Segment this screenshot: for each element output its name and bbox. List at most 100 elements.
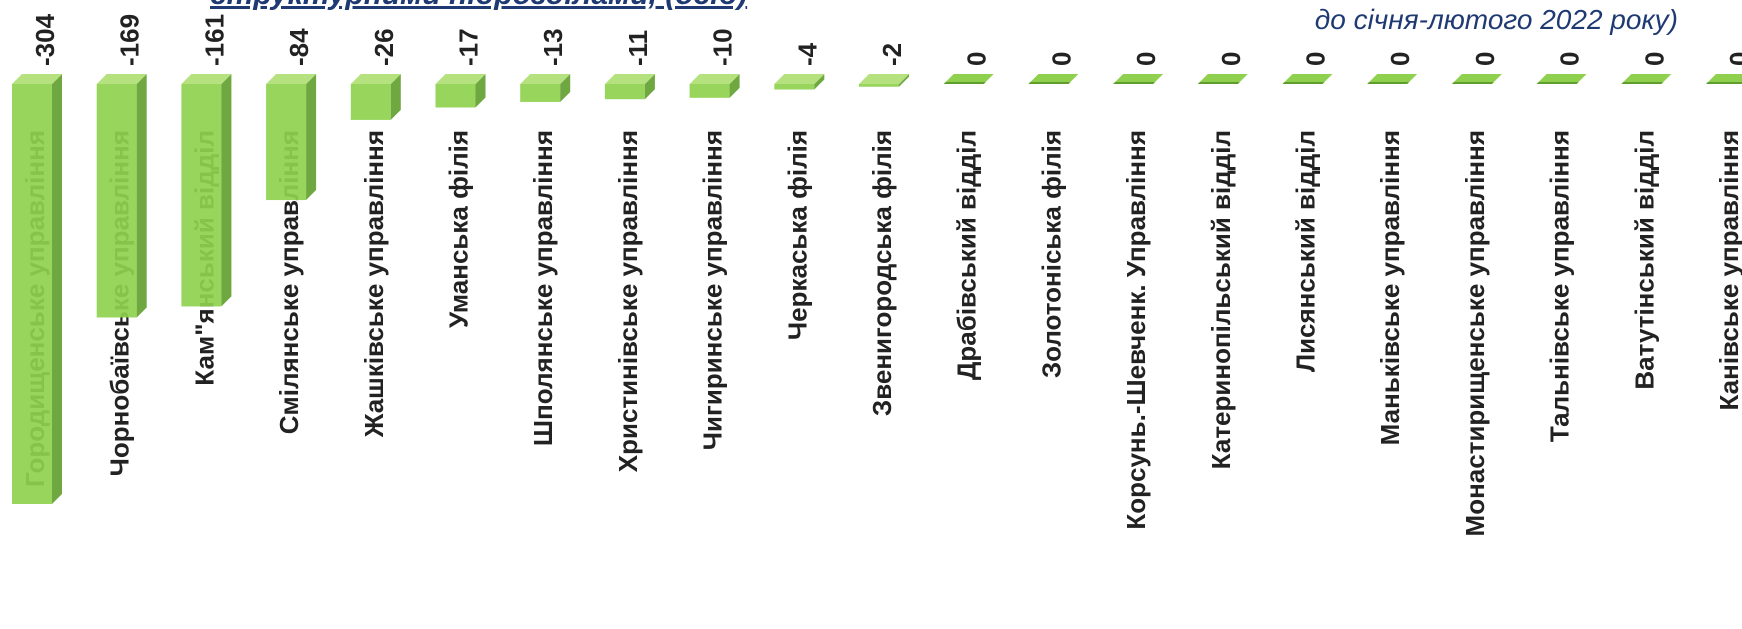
category-label: Драбівський відділ: [952, 130, 982, 380]
bar-top: [435, 74, 486, 84]
data-label: -161: [199, 14, 229, 66]
bar-top: [604, 74, 655, 84]
bar-front: [604, 84, 645, 100]
bar-top: [859, 74, 909, 84]
category-label: Лисянський відділ: [1291, 130, 1321, 372]
category-label: Звенигородська філія: [867, 130, 897, 416]
bar-top: [266, 74, 317, 84]
bar-front: [12, 84, 52, 504]
chart-title: структурними підрозділами, (осіб): [210, 0, 747, 12]
bar-edge: [1197, 82, 1240, 84]
bar-side: [390, 74, 401, 120]
bar-top: [350, 74, 401, 84]
bar: [689, 74, 740, 98]
category-label: Ватутінський відділ: [1629, 130, 1659, 390]
bar-top: [1706, 74, 1742, 84]
bar-top: [181, 74, 232, 84]
bar-top: [1197, 74, 1248, 84]
bar-top: [1282, 74, 1333, 84]
category-label: Христинівське управління: [613, 130, 643, 472]
data-label: -10: [708, 28, 738, 66]
bar-front: [266, 84, 307, 201]
data-label: 0: [1216, 52, 1246, 66]
bar-front: [435, 84, 476, 108]
bar-top: [1367, 74, 1418, 84]
category-label: Черкаська філія: [782, 130, 812, 340]
data-label: 0: [1046, 52, 1076, 66]
bar-side: [814, 74, 825, 90]
bar-front: [520, 84, 561, 102]
bar: [1536, 74, 1587, 84]
bar: [1197, 74, 1248, 84]
bar: [520, 74, 571, 102]
data-label: -304: [30, 13, 60, 66]
bar: [181, 74, 232, 307]
chart-subtitle: до січня-лютого 2022 року): [1314, 4, 1678, 35]
bar: [435, 74, 486, 108]
bar-top: [943, 74, 994, 84]
bar-side: [899, 74, 909, 87]
bar-edge: [1451, 82, 1494, 84]
data-label: 0: [1555, 52, 1585, 66]
bar: [604, 74, 655, 100]
data-label: -17: [454, 28, 484, 66]
data-label: -84: [284, 28, 314, 66]
bar-front: [96, 84, 137, 318]
bar-top: [1028, 74, 1079, 84]
bar-edge: [1536, 82, 1579, 84]
bar: [96, 74, 147, 318]
data-label: 0: [1470, 52, 1500, 66]
bar-edge: [1028, 82, 1071, 84]
category-label: Шполянське управління: [528, 130, 558, 446]
bar-top: [774, 74, 825, 84]
bar-top: [1451, 74, 1502, 84]
data-label: 0: [1724, 52, 1742, 66]
data-label: -4: [792, 42, 822, 66]
bar-edge: [1367, 82, 1410, 84]
bar-top: [96, 74, 147, 84]
bar-side: [306, 74, 317, 201]
bar: [943, 74, 994, 84]
data-label: 0: [1131, 52, 1161, 66]
bar-top: [1536, 74, 1587, 84]
bar-top: [689, 74, 740, 84]
bar: [12, 74, 62, 504]
bar: [1367, 74, 1418, 84]
bar-side: [560, 74, 571, 102]
bar: [1282, 74, 1333, 84]
data-label: -2: [877, 43, 907, 66]
bar-edge: [1282, 82, 1325, 84]
category-label: Монастирищенське управління: [1460, 130, 1490, 536]
bar-front: [859, 84, 899, 87]
bar: [1706, 74, 1742, 84]
category-label: Маньківське управління: [1375, 130, 1405, 445]
bar: [1113, 74, 1164, 84]
category-label: Корсунь.-Шевченк. Управління: [1121, 130, 1151, 530]
bar-side: [52, 74, 62, 504]
category-label: Золотоніська філія: [1036, 130, 1066, 378]
data-label: -26: [369, 28, 399, 66]
category-label: Жашківське управління: [359, 130, 389, 438]
bar-front: [689, 84, 730, 98]
bar-side: [475, 74, 486, 108]
bar: [266, 74, 317, 201]
bar: [859, 74, 909, 87]
data-label: 0: [1301, 52, 1331, 66]
bar-side: [136, 74, 147, 318]
bar: [774, 74, 825, 90]
data-label: 0: [1385, 52, 1415, 66]
bar: [350, 74, 401, 120]
category-label: Чигиринське управління: [698, 130, 728, 450]
bar-edge: [1621, 82, 1664, 84]
bar-side: [221, 74, 232, 307]
bar-side: [644, 74, 655, 100]
category-label: Тальнівське управління: [1545, 130, 1575, 442]
bar-top: [1621, 74, 1672, 84]
bar: [1451, 74, 1502, 84]
data-label: 0: [962, 52, 992, 66]
bar-side: [729, 74, 740, 98]
bar-edge: [1113, 82, 1156, 84]
data-label: -169: [115, 14, 145, 66]
